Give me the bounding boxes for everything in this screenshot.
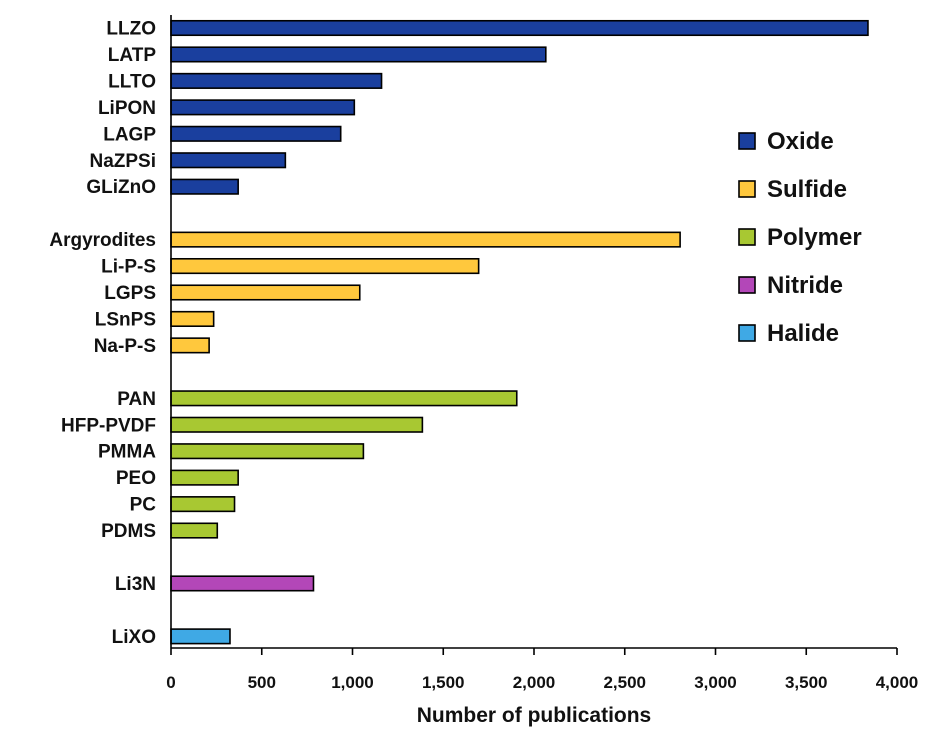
category-label-glizno: GLiZnO — [86, 177, 156, 198]
x-tick-label: 2,500 — [603, 673, 646, 692]
category-label-lagp: LAGP — [103, 124, 156, 145]
bar-glizno — [170, 178, 239, 195]
bar-llzo — [170, 19, 869, 37]
x-ticks: 0 500 1,000 1,500 2,000 2,500 3,000 3,500 4,000 — [166, 648, 918, 692]
bar-pdms — [170, 522, 219, 539]
category-label-peo: PEO — [116, 468, 156, 489]
category-label-lixo: LiXO — [112, 627, 156, 648]
legend-swatch-nitride — [738, 276, 756, 294]
legend-label-nitride: Nitride — [767, 272, 843, 299]
bar-llto — [170, 72, 383, 89]
category-label-hfp-pvdf: HFP-PVDF — [61, 415, 156, 436]
bar-pmma — [170, 443, 365, 460]
bar-argyrodites — [170, 231, 681, 248]
legend-label-sulfide: Sulfide — [767, 176, 847, 203]
category-label-pdms: PDMS — [101, 521, 156, 542]
category-label-pmma: PMMA — [98, 442, 156, 463]
bar-lipon — [170, 99, 356, 116]
x-tick-label: 3,000 — [694, 673, 737, 692]
bar-peo — [170, 469, 239, 486]
category-label-latp: LATP — [108, 45, 157, 66]
category-label-llto: LLTO — [108, 71, 156, 92]
x-tick-label: 2,000 — [513, 673, 556, 692]
bar-lagp — [170, 125, 342, 142]
bar-lixo — [170, 628, 231, 645]
x-tick-label: 500 — [248, 673, 276, 692]
x-axis-title: Number of publications — [417, 704, 652, 727]
category-label-pc: PC — [130, 495, 157, 516]
bar-latp — [170, 46, 547, 63]
legend-swatch-oxide — [738, 132, 756, 150]
category-labels: LLZO LATP LLTO LiPON LAGP NaZPSi GLiZnO Argyrod… — [49, 19, 156, 648]
bar-li-p-s — [170, 257, 480, 275]
x-tick-label: 4,000 — [876, 673, 919, 692]
category-label-nazpsi: NaZPSi — [89, 151, 156, 172]
category-label-lipon: LiPON — [98, 98, 156, 119]
legend-swatch-halide — [738, 324, 756, 342]
bar-nazpsi — [170, 152, 287, 169]
category-label-llzo: LLZO — [106, 19, 156, 40]
category-label-na-p-s: Na-P-S — [94, 336, 156, 357]
legend-label-halide: Halide — [767, 320, 839, 347]
category-label-pan: PAN — [117, 389, 156, 410]
bar-lsnps — [170, 310, 215, 328]
legend-label-oxide: Oxide — [767, 128, 834, 155]
x-tick-label: 1,000 — [331, 673, 374, 692]
category-label-lsnps: LSnPS — [95, 309, 156, 330]
bar-lgps — [170, 284, 361, 301]
legend: Oxide Sulfide Polymer Nitride Halide — [738, 128, 862, 347]
bar-pc — [170, 496, 236, 513]
category-label-argyrodites: Argyrodites — [49, 230, 156, 251]
category-label-li3n: Li3N — [115, 574, 156, 595]
category-label-li-p-s: Li-P-S — [101, 257, 156, 278]
bars-layer — [170, 19, 869, 645]
bar-hfp-pvdf — [170, 416, 424, 433]
x-tick-label: 1,500 — [422, 673, 465, 692]
legend-label-polymer: Polymer — [767, 224, 862, 251]
legend-swatch-polymer — [738, 228, 756, 246]
x-tick-label: 0 — [166, 673, 175, 692]
category-label-lgps: LGPS — [104, 283, 156, 304]
x-tick-label: 3,500 — [785, 673, 828, 692]
legend-swatch-sulfide — [738, 180, 756, 198]
bar-pan — [170, 390, 518, 407]
bar-li3n — [170, 575, 315, 592]
bar-na-p-s — [170, 337, 210, 354]
